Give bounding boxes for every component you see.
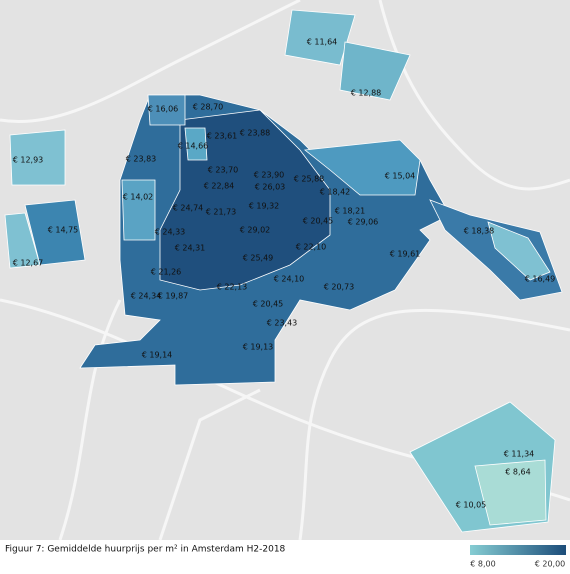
district-label: € 11,64 (307, 38, 338, 47)
district-label: € 8,64 (505, 468, 530, 477)
district-label: € 14,66 (178, 142, 209, 151)
district-label: € 15,04 (385, 172, 416, 181)
district-label: € 21,73 (206, 208, 237, 217)
district-label: € 19,61 (390, 250, 421, 259)
district-label: € 24,33 (155, 228, 186, 237)
district-label: € 22,13 (217, 283, 248, 292)
district-label: € 20,45 (253, 300, 284, 309)
district-label: € 29,06 (348, 218, 379, 227)
district-label: € 12,88 (351, 89, 382, 98)
district-label: € 19,87 (158, 292, 189, 301)
district-label: € 21,26 (151, 268, 182, 277)
legend-gradient (470, 545, 566, 555)
district-label: € 19,32 (249, 202, 280, 211)
district-label: € 29,02 (240, 226, 271, 235)
district-label: € 14,75 (48, 226, 79, 235)
legend-min-label: € 8,00 (470, 560, 495, 569)
district-labels: € 28,70 € 16,06 € 23,61 € 23,88 € 14,66 € 23,… (13, 38, 556, 510)
district-label: € 20,73 (324, 283, 355, 292)
district-label: € 23,70 (208, 166, 239, 175)
district-label: € 28,70 (193, 103, 224, 112)
district-label: € 19,14 (142, 351, 173, 360)
district-label: € 16,06 (148, 105, 179, 114)
district-label: € 24,34 (131, 292, 162, 301)
district-label: € 12,93 (13, 156, 44, 165)
district-label: € 26,03 (255, 183, 286, 192)
legend-max-label: € 20,00 (535, 560, 566, 569)
district-label: € 23,43 (267, 319, 298, 328)
district-label: € 23,90 (254, 171, 285, 180)
district-label: € 20,45 (303, 217, 334, 226)
district-label: € 18,42 (320, 188, 351, 197)
district-label: € 22,10 (296, 243, 327, 252)
district-label: € 14,02 (123, 193, 154, 202)
caption: Figuur 7: Gemiddelde huurprijs per m² in… (5, 545, 286, 555)
district-label: € 25,49 (243, 254, 274, 263)
district-label: € 18,38 (464, 227, 495, 236)
district-label: € 23,83 (126, 155, 157, 164)
districts (4, 9, 563, 533)
district-label: € 19,13 (243, 343, 274, 352)
district-label: € 23,61 (207, 132, 238, 141)
district-label: € 23,88 (240, 129, 271, 138)
district-label: € 24,74 (173, 204, 204, 213)
district-label: € 24,10 (274, 275, 305, 284)
district-label: € 16,49 (525, 275, 556, 284)
district-label: € 10,05 (456, 501, 487, 510)
district-label: € 22,84 (204, 182, 235, 191)
district-label: € 25,88 (294, 175, 325, 184)
district-label: € 11,34 (504, 450, 535, 459)
district-label: € 24,31 (175, 244, 206, 253)
district-label: € 12,67 (13, 259, 44, 268)
district-label: € 18,21 (335, 207, 366, 216)
